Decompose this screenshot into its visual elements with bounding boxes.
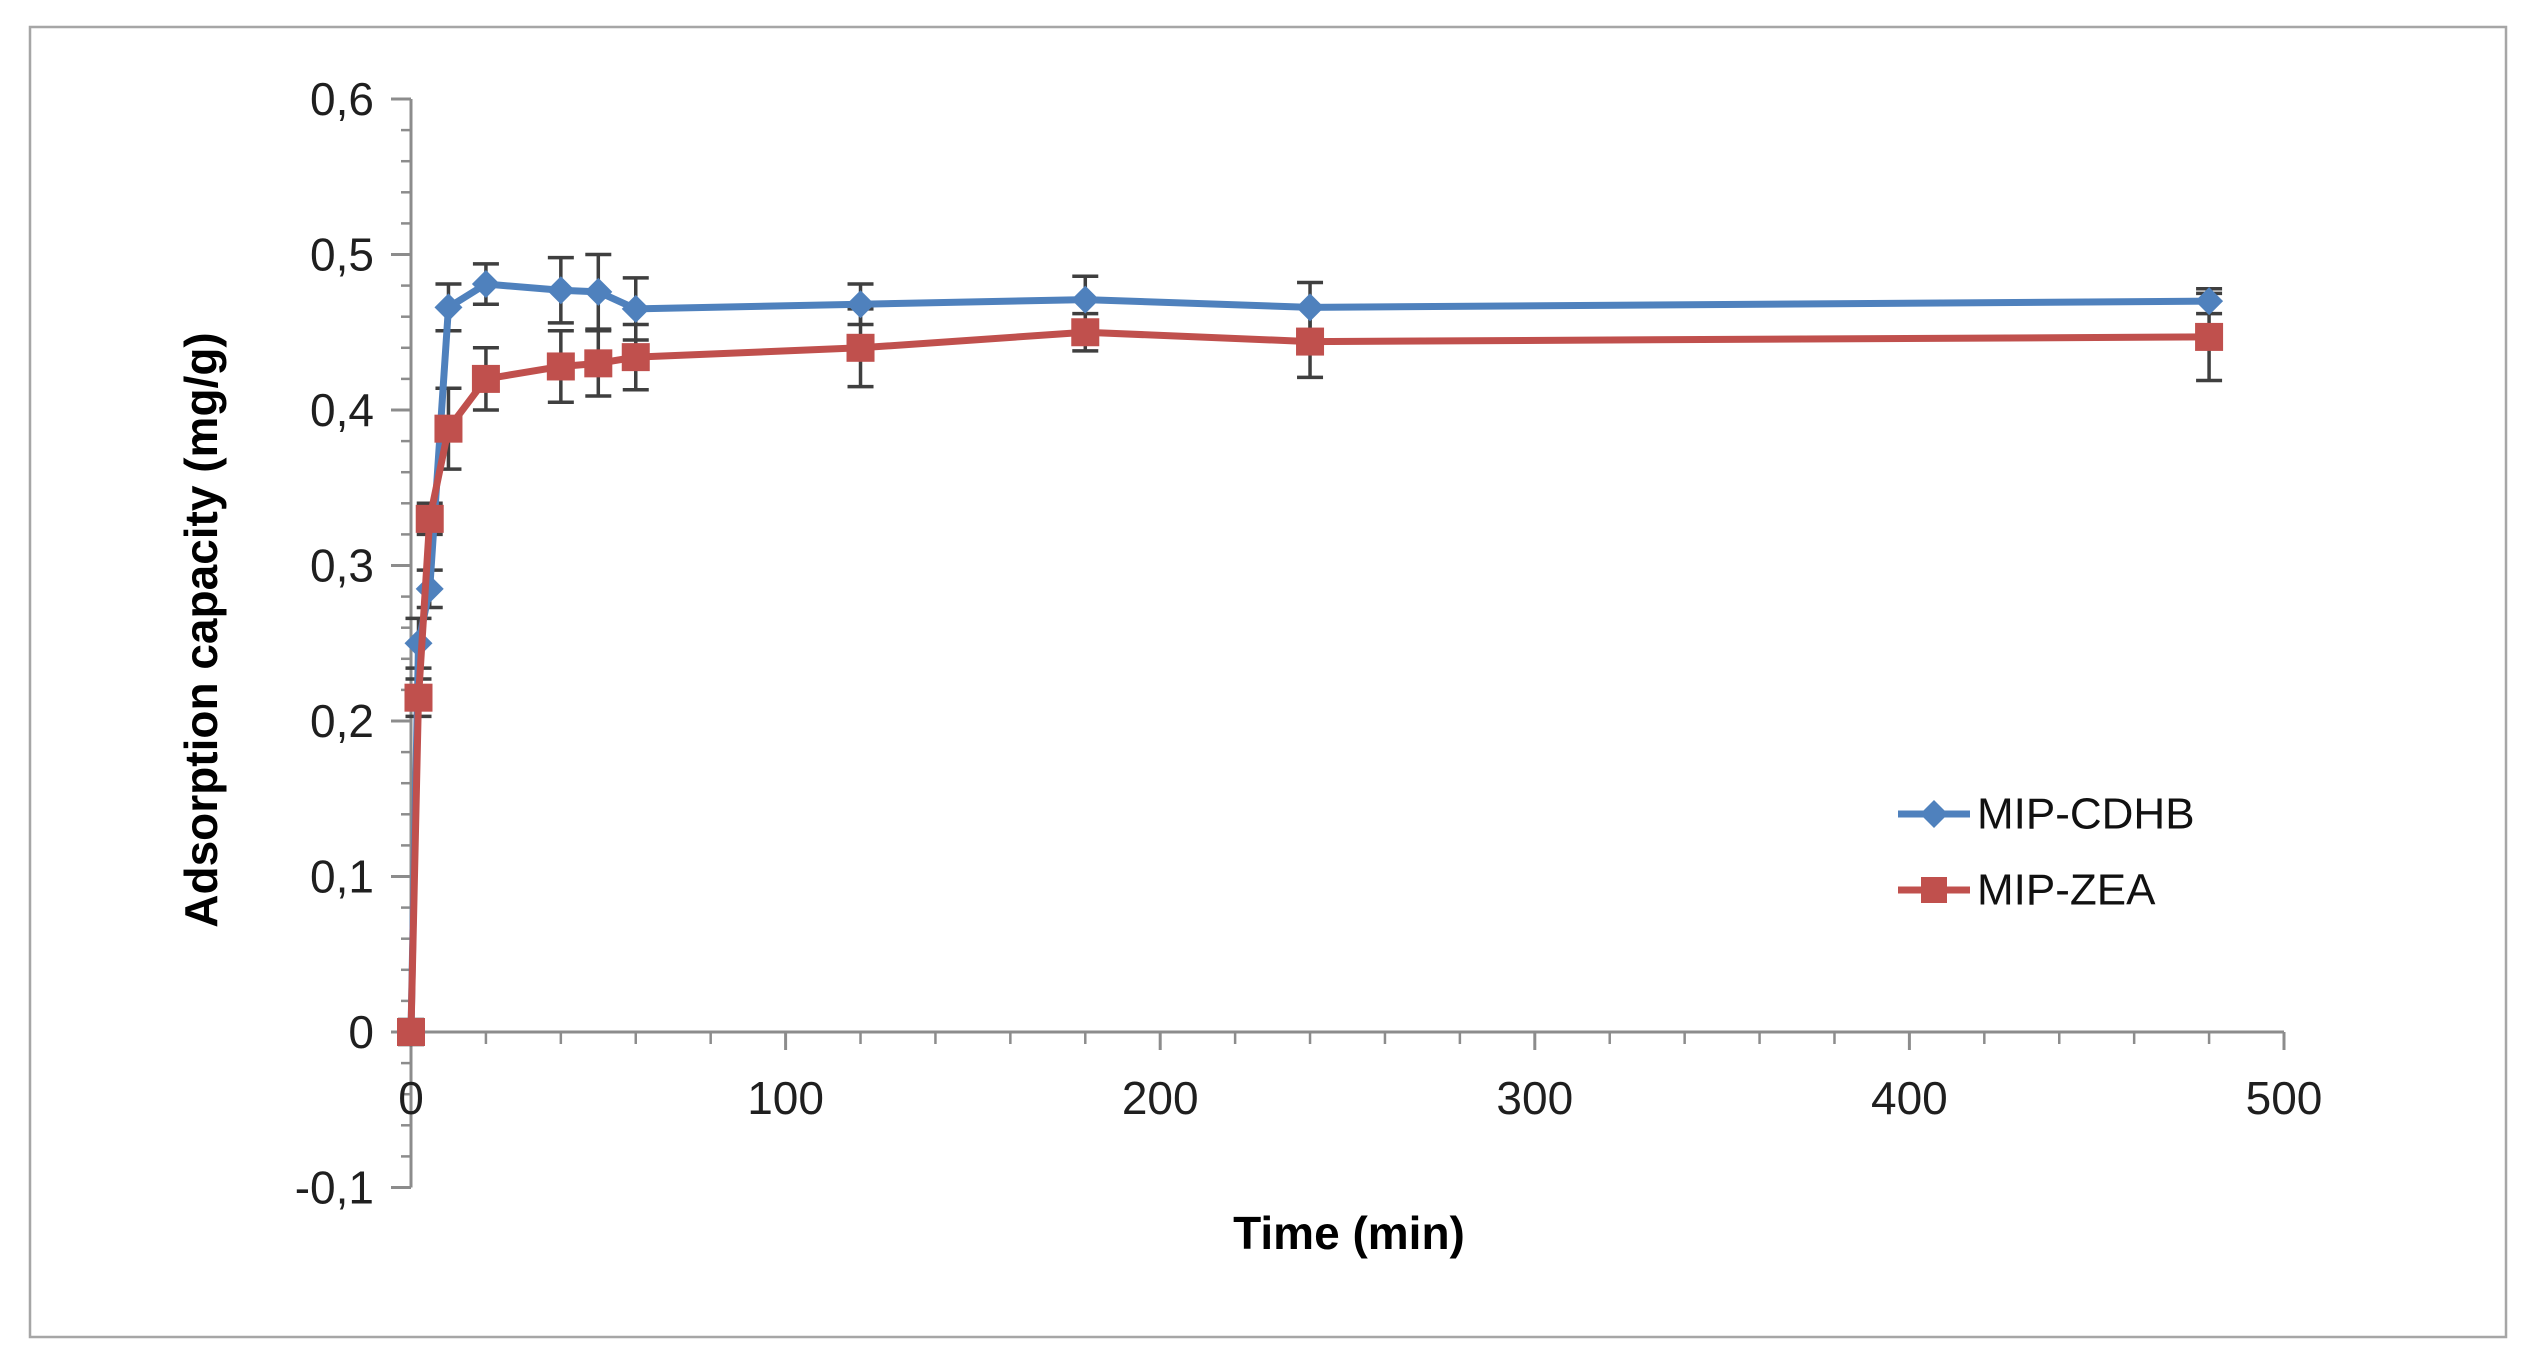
plot-area: -0,1 0 0,1 0,2 0,3 0,4 0,5 0,6 0 100 200 300 400 500 — [295, 73, 2323, 1214]
x-tick-label: 300 — [1496, 1072, 1573, 1124]
series-line-MIP-ZEA — [407, 328, 2210, 1033]
marker-diamond-MIP-CDHB — [1296, 293, 1325, 322]
figure-border — [28, 25, 2508, 1339]
marker-square-MIP-ZEA — [621, 343, 650, 372]
marker-square-MIP-ZEA — [434, 414, 463, 443]
marker-square-MIP-ZEA — [415, 504, 444, 533]
legend-item-mip-zea: MIP-ZEA — [1898, 866, 2156, 915]
x-tick-label: 100 — [747, 1072, 824, 1124]
legend-item-mip-cdhb: MIP-CDHB — [1898, 790, 2195, 839]
x-tick-label: 200 — [1122, 1072, 1199, 1124]
legend-label: MIP-CDHB — [1977, 790, 2195, 839]
y-tick-label: 0,6 — [310, 73, 374, 125]
marker-diamond-MIP-CDHB — [2195, 287, 2224, 316]
marker-square-MIP-ZEA — [846, 333, 875, 362]
marker-square-MIP-ZEA — [546, 352, 575, 381]
marker-square-MIP-ZEA — [1071, 318, 1100, 347]
marker-square-MIP-ZEA — [1296, 327, 1325, 356]
marker-square-MIP-ZEA — [404, 683, 433, 712]
y-tick-label: 0,3 — [310, 540, 374, 592]
y-tick-label: 0,4 — [310, 384, 374, 436]
y-tick-label: 0,2 — [310, 695, 374, 747]
y-tick-label: 0,5 — [310, 229, 374, 281]
marker-square-MIP-ZEA — [2195, 322, 2224, 351]
marker-diamond-MIP-CDHB — [621, 294, 650, 323]
marker-diamond-MIP-CDHB — [434, 293, 463, 322]
x-tick-label: 0 — [398, 1072, 424, 1124]
marker-square-MIP-ZEA — [584, 349, 613, 378]
legend: MIP-CDHB MIP-ZEA — [1898, 790, 2195, 915]
y-tick-label: 0 — [348, 1006, 374, 1058]
x-axis-title: Time (min) — [1233, 1207, 1465, 1259]
y-axis-title: Adsorption capacity (mg/g) — [175, 332, 227, 927]
legend-label: MIP-ZEA — [1977, 866, 2156, 915]
x-tick-label: 500 — [2246, 1072, 2323, 1124]
marker-diamond-MIP-CDHB — [1071, 285, 1100, 314]
marker-diamond-MIP-CDHB — [846, 290, 875, 319]
marker-square-MIP-ZEA — [471, 364, 500, 393]
y-tick-label: 0,1 — [310, 851, 374, 903]
marker-diamond-MIP-CDHB — [584, 277, 613, 306]
marker-diamond-MIP-CDHB — [471, 270, 500, 299]
square-marker-icon — [1921, 877, 1947, 903]
diamond-marker-icon — [1920, 800, 1948, 828]
marker-diamond-MIP-CDHB — [546, 276, 575, 305]
x-tick-label: 400 — [1871, 1072, 1948, 1124]
y-tick-label: -0,1 — [295, 1162, 374, 1214]
marker-square-MIP-ZEA — [397, 1018, 425, 1046]
